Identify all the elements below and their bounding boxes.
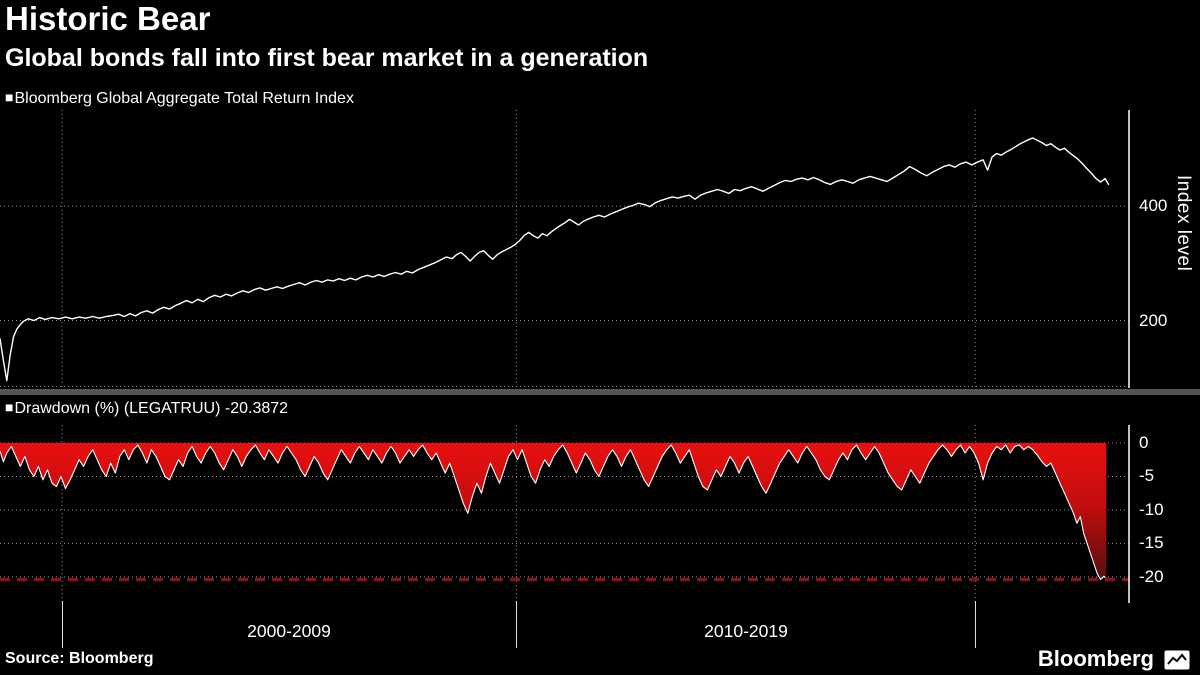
drawdown-axis-tick: 0 — [1139, 433, 1149, 452]
source-note: Source: Bloomberg — [5, 650, 154, 667]
index-legend-label: Bloomberg Global Aggregate Total Return … — [14, 90, 354, 107]
index-y-axis-title: Index level — [1173, 175, 1194, 272]
drawdown-axis-tick: -20 — [1139, 566, 1164, 586]
x-axis-label: 2010-2019 — [704, 621, 788, 641]
bloomberg-logo-icon — [1164, 650, 1190, 670]
chart-title: Historic Bear — [5, 0, 211, 37]
drawdown-axis-tick: -10 — [1139, 499, 1164, 519]
x-axis-tick — [975, 601, 976, 648]
bloomberg-wordmark: Bloomberg — [1037, 646, 1154, 671]
x-axis-label: 2000-2009 — [247, 621, 331, 641]
index-axis-tick: 400 — [1139, 196, 1168, 216]
drawdown-legend: ■Drawdown (%) (LEGATRUU) -20.3872 — [5, 399, 289, 418]
drawdown-area-chart — [0, 425, 1130, 603]
index-axis-tick: 200 — [1139, 310, 1168, 330]
x-axis-tick — [62, 601, 63, 648]
index-legend: ■Bloomberg Global Aggregate Total Return… — [5, 89, 354, 108]
drawdown-axis-tick: -5 — [1139, 466, 1155, 486]
x-axis-tick — [516, 601, 517, 648]
index-line-chart — [0, 110, 1130, 388]
index-legend-swatch-icon: ■ — [5, 89, 14, 105]
drawdown-axis-tick: -15 — [1139, 533, 1164, 553]
chart-subtitle: Global bonds fall into first bear market… — [5, 44, 649, 72]
drawdown-legend-swatch-icon: ■ — [5, 399, 14, 415]
drawdown-legend-label: Drawdown (%) (LEGATRUU) -20.3872 — [14, 400, 289, 417]
panel-divider — [0, 389, 1200, 395]
